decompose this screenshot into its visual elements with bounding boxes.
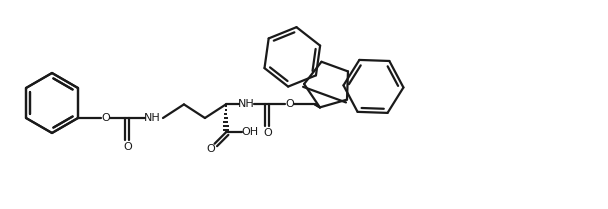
Text: OH: OH xyxy=(241,127,258,137)
Text: NH: NH xyxy=(143,113,161,123)
Text: O: O xyxy=(207,144,215,154)
Text: O: O xyxy=(123,142,132,152)
Text: O: O xyxy=(263,128,272,138)
Text: NH: NH xyxy=(238,99,254,109)
Text: O: O xyxy=(286,99,294,109)
Text: O: O xyxy=(102,113,111,123)
